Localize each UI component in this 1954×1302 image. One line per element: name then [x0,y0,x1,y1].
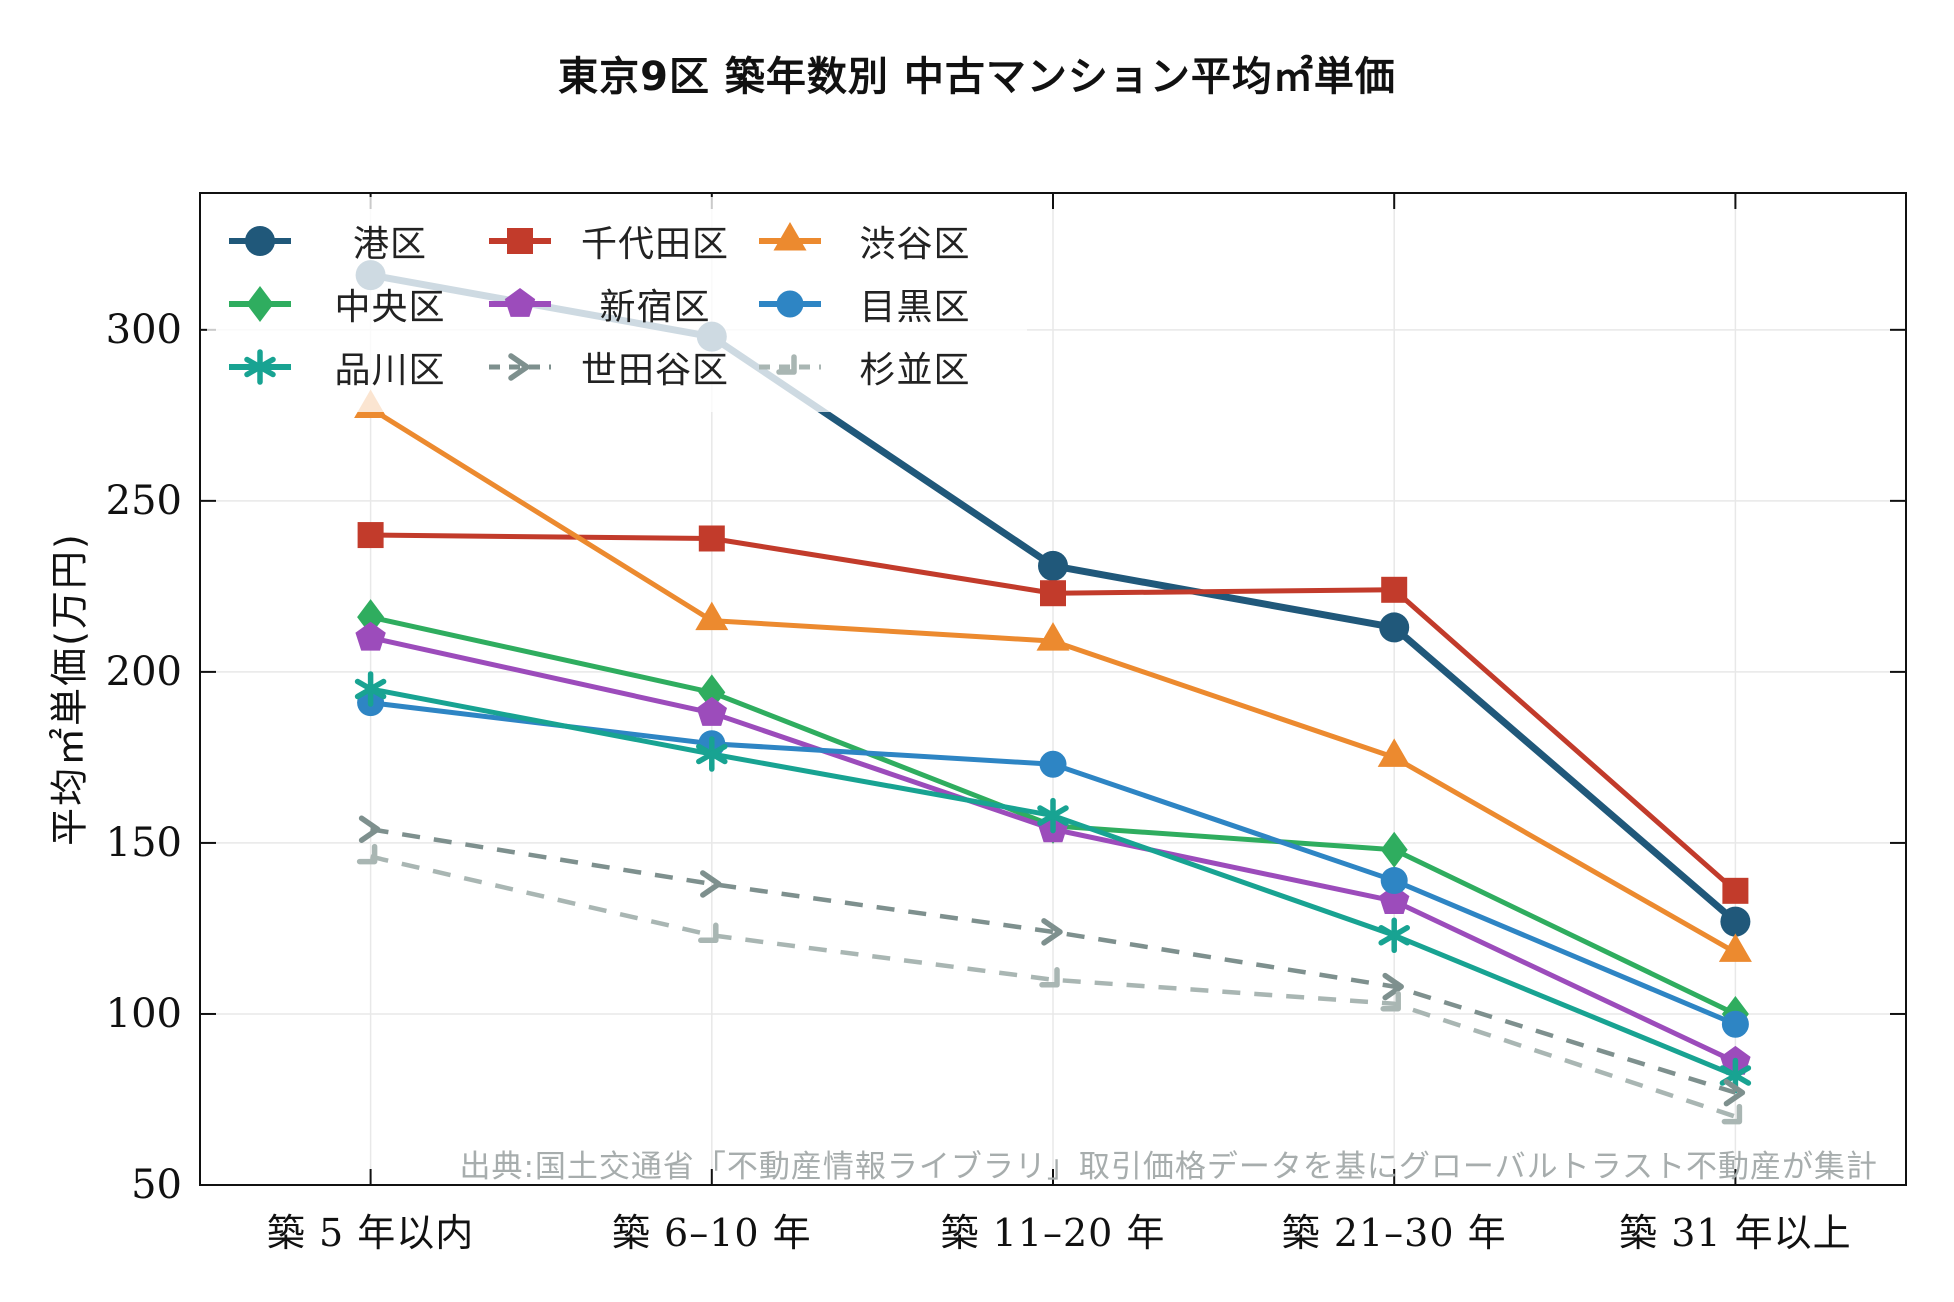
marker-chiyoda-1 [698,525,725,552]
marker-chiyoda-2 [1040,580,1066,607]
marker-setagaya-1 [700,870,722,898]
marker-shinjuku-1 [696,696,727,726]
marker-shinagawa-0 [354,671,387,707]
legend-item-chiyoda: 千代田区 [487,209,757,272]
y-tick-label: 100 [106,991,182,1037]
y-tick-label: 150 [106,820,182,866]
marker-meguro-4 [1721,1010,1749,1038]
marker-setagaya-0 [358,815,381,843]
y-tick-label: 300 [106,307,182,353]
y-tick-label: 250 [106,478,182,524]
legend-swatch-setagaya [489,352,551,381]
series-suginami [356,843,1743,1125]
series-chiyoda [357,522,1749,904]
marker-shinagawa-2 [1037,797,1069,834]
legend-label: 中央区 [334,286,446,328]
marker-setagaya-4 [1723,1078,1746,1107]
marker-shibuya-4 [1718,933,1752,962]
series-line-suginami [370,854,1737,1119]
marker-shinagawa-3 [1378,917,1410,954]
marker-shibuya-1 [695,601,729,631]
legend-swatch-suginami [759,353,821,375]
marker-chiyoda-4 [1722,877,1749,904]
legend-marker-chuo [246,285,274,322]
x-tick-label: 築 6–10 年 [612,1211,812,1255]
marker-suginami-4 [1721,1103,1743,1125]
chart-title: 東京9区 築年数別 中古マンション平均㎡単価 [558,54,1396,100]
marker-setagaya-3 [1382,972,1404,1001]
y-tick-label: 50 [131,1162,182,1208]
x-tick-label: 築 31 年以上 [1619,1211,1852,1255]
legend-label: 渋谷区 [859,223,971,265]
legend-swatch-chuo [229,285,291,322]
legend-item-shinjuku: 新宿区 [487,272,757,335]
legend-item-minato: 港区 [227,209,487,272]
series-line-setagaya [370,827,1737,1095]
legend-label: 千代田区 [580,223,729,265]
x-tick-label: 築 11–20 年 [941,1211,1166,1255]
legend-swatch-chiyoda [489,227,551,254]
legend-marker-chiyoda [507,227,533,254]
x-tick-label: 築 5 年以内 [267,1211,474,1255]
marker-meguro-2 [1039,750,1067,778]
y-axis-label: 平均㎡単価(万円) [47,532,92,846]
legend-marker-meguro [776,290,804,317]
legend-marker-setagaya [508,352,530,381]
legend-label: 杉並区 [859,349,971,391]
marker-suginami-3 [1380,990,1401,1012]
marker-chuo-0 [357,599,385,636]
marker-chiyoda-0 [357,522,384,549]
series-setagaya [358,815,1746,1107]
legend-item-meguro: 目黒区 [757,272,1007,335]
legend-marker-shinagawa [244,348,276,385]
marker-minato-4 [1720,906,1751,937]
legend-swatch-shinagawa [229,348,291,385]
source-note: 出典:国土交通省「不動産情報ライブラリ」取引価格データを基にグローバルトラスト不… [459,1149,1878,1185]
legend-marker-suginami [776,353,797,375]
x-tick-label: 築 21–30 年 [1282,1211,1507,1255]
legend-marker-minato [245,225,275,256]
series-shinagawa [354,671,1752,1094]
marker-chuo-1 [698,674,726,711]
marker-shibuya-3 [1377,738,1411,767]
legend-item-shinagawa: 品川区 [227,335,487,398]
legend-item-setagaya: 世田谷区 [487,335,757,398]
legend-label: 目黒区 [859,286,971,328]
legend-marker-shinjuku [504,287,536,317]
axes: 50 100 150 200 250 300 築 5 年以内 築 6–10 年 築 11–20 … [106,192,1907,1255]
legend-item-suginami: 杉並区 [757,335,1007,398]
marker-chiyoda-3 [1381,576,1408,603]
legend-swatch-meguro [759,290,821,317]
marker-shinjuku-3 [1379,885,1410,914]
legend-item-shibuya: 渋谷区 [757,209,1007,272]
legend-swatch-shibuya [759,221,821,250]
marker-suginami-2 [1039,967,1060,988]
marker-setagaya-2 [1041,918,1063,946]
marker-suginami-1 [698,922,719,944]
y-tick-label: 200 [106,649,182,695]
marker-shibuya-2 [1036,622,1070,651]
legend-item-chuo: 中央区 [227,272,487,335]
marker-minato-2 [1038,550,1068,581]
chart-legend: 港区 千代田区 渋谷区中央区 新宿区 目黒区品川区 世田谷区 杉並区 [207,197,1027,412]
marker-shinagawa-1 [696,736,728,772]
legend-swatch-minato [229,225,291,256]
marker-suginami-0 [356,843,378,865]
legend-label: 新宿区 [599,286,711,328]
legend-marker-shibuya [773,221,807,250]
marker-minato-3 [1379,612,1410,643]
legend-label: 港区 [352,223,427,265]
legend-label: 品川区 [334,349,446,391]
marker-shinjuku-0 [355,621,386,651]
legend-label: 世田谷区 [580,349,729,391]
marker-chuo-3 [1380,831,1408,868]
legend-swatch-shinjuku [489,287,551,317]
marker-meguro-3 [1380,867,1408,895]
